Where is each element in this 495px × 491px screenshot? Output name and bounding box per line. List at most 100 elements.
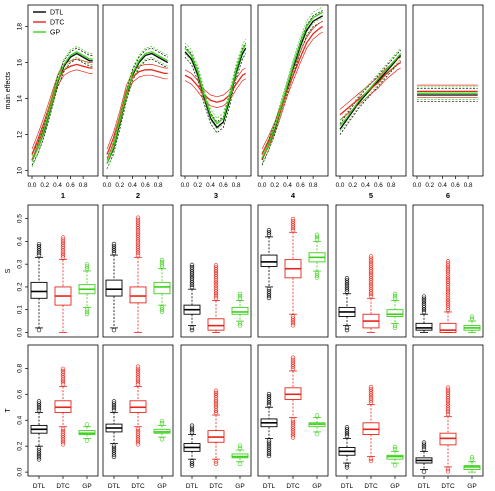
outlier-s-dtl-p5 xyxy=(344,287,350,292)
outlier-t-dtc-p5 xyxy=(368,393,374,399)
outlier-s-dtc-p1 xyxy=(60,255,66,260)
outlier-t-dtl-p3 xyxy=(189,459,195,464)
outlier-t-dtc-p4 xyxy=(290,428,296,434)
outlier-s-dtl-p3 xyxy=(189,265,195,270)
x-tick-label: 0.0 xyxy=(181,182,190,189)
outlier-s-dtc-p1 xyxy=(60,248,66,254)
outlier-s-gp-p5 xyxy=(392,323,398,328)
outlier-s-dtc-p4 xyxy=(290,314,296,319)
outlier-s-dtc-p2 xyxy=(135,230,141,236)
outlier-s-dtc-p5 xyxy=(368,274,374,279)
outlier-t-dtc-p2 xyxy=(135,382,141,387)
outlier-s-dtc-p2 xyxy=(135,222,141,227)
outlier-t-dtc-p3 xyxy=(213,393,219,398)
x-tick-label: 0.2 xyxy=(193,182,202,189)
outlier-s-dtc-p3 xyxy=(213,269,219,275)
outlier-s-dtl-p5 xyxy=(344,284,350,290)
y-tick-label: 0.2 xyxy=(17,282,24,291)
outlier-s-dtc-p6 xyxy=(445,283,451,288)
y-axis-label: S xyxy=(5,268,12,273)
x-tick-label: 0.2 xyxy=(348,182,357,189)
x-category-label: DTC xyxy=(56,483,70,490)
outlier-t-dtc-p3 xyxy=(213,390,219,396)
panel-frame-r1-p5 xyxy=(335,4,407,177)
outlier-t-dtl-p2 xyxy=(111,443,117,448)
outlier-s-dtl-p5 xyxy=(344,289,350,294)
outlier-t-dtl-p4 xyxy=(266,398,272,403)
outlier-s-dtl-p2 xyxy=(111,246,117,251)
panel-label-6: 6 xyxy=(446,191,450,200)
outlier-t-dtl-p1 xyxy=(36,448,42,453)
outlier-s-dtc-p2 xyxy=(135,215,141,220)
outlier-t-dtc-p1 xyxy=(60,435,66,440)
outlier-s-gp-p2 xyxy=(159,307,165,312)
outlier-s-gp-p5 xyxy=(392,296,398,301)
panel-frame-r2-p2 xyxy=(102,204,174,338)
outlier-s-dtc-p1 xyxy=(60,250,66,256)
panel-frame-r2-p6 xyxy=(412,204,484,338)
outlier-t-dtc-p4 xyxy=(290,426,296,431)
outlier-t-dtc-p5 xyxy=(368,395,374,401)
outlier-s-dtc-p6 xyxy=(445,263,451,268)
outlier-t-dtc-p6 xyxy=(445,409,451,415)
x-tick-label: 0.6 xyxy=(296,182,305,189)
outlier-t-dtl-p1 xyxy=(36,454,42,460)
outlier-t-dtc-p4 xyxy=(290,366,296,371)
outlier-t-dtc-p2 xyxy=(135,442,141,447)
legend-label-gp: GP xyxy=(50,30,60,37)
outlier-t-dtl-p4 xyxy=(266,438,272,443)
outlier-s-dtl-p3 xyxy=(189,325,195,331)
outlier-t-dtl-p2 xyxy=(111,450,117,455)
outlier-s-dtl-p4 xyxy=(266,293,272,298)
outlier-s-dtc-p3 xyxy=(213,276,219,281)
panel-frame-r2-p5 xyxy=(335,204,407,338)
outlier-t-dtc-p5 xyxy=(368,389,374,394)
outlier-s-dtl-p3 xyxy=(189,267,195,272)
outlier-t-dtl-p3 xyxy=(189,463,195,468)
x-tick-label: 0.8 xyxy=(387,182,396,189)
box-s-gp-p5 xyxy=(386,309,404,317)
outlier-s-dtc-p4 xyxy=(290,225,296,231)
x-tick-label: 0.2 xyxy=(270,182,279,189)
outlier-t-dtc-p2 xyxy=(135,368,141,374)
series-line-gp-p3 xyxy=(184,44,247,125)
outlier-s-dtc-p4 xyxy=(290,221,296,226)
outlier-t-dtl-p4 xyxy=(266,447,272,452)
outlier-t-dtl-p1 xyxy=(36,403,42,409)
outlier-s-dtl-p3 xyxy=(189,278,195,283)
y-tick-label: 0.4 xyxy=(17,237,24,246)
outlier-s-dtl-p6 xyxy=(421,303,427,308)
outlier-s-gp-p3 xyxy=(237,291,243,297)
outlier-t-dtl-p4 xyxy=(266,402,272,408)
series-line-gp-p1 xyxy=(31,51,93,162)
box-s-dtl-p6 xyxy=(415,322,433,331)
panel-frame-r1-p6 xyxy=(412,4,484,177)
series-band-lower-dtl-p4 xyxy=(261,20,323,166)
outlier-s-dtc-p2 xyxy=(135,224,141,229)
outlier-t-dtl-p2 xyxy=(111,452,117,457)
outlier-t-dtc-p3 xyxy=(213,408,219,413)
outlier-t-gp-p2 xyxy=(159,418,165,424)
outlier-t-dtl-p5 xyxy=(344,465,350,470)
outlier-s-dtc-p6 xyxy=(445,270,451,275)
outlier-t-dtc-p3 xyxy=(213,404,219,409)
outlier-t-dtc-p6 xyxy=(445,389,451,395)
outlier-t-dtc-p1 xyxy=(60,373,66,378)
x-tick-label: 0.0 xyxy=(28,182,37,189)
outlier-t-dtl-p4 xyxy=(266,400,272,406)
outlier-s-dtc-p5 xyxy=(368,269,374,275)
outlier-s-dtl-p2 xyxy=(111,244,117,249)
outlier-s-dtc-p4 xyxy=(290,216,296,222)
outlier-t-dtc-p1 xyxy=(60,368,66,374)
outlier-s-dtc-p4 xyxy=(290,323,296,328)
outlier-t-gp-p5 xyxy=(392,446,398,452)
outlier-s-gp-p1 xyxy=(84,309,90,315)
series-line-dtc-p3 xyxy=(184,72,247,103)
outlier-t-dtc-p3 xyxy=(213,459,219,464)
legend-label-dtc: DTC xyxy=(50,20,64,27)
outlier-s-gp-p2 xyxy=(159,309,165,314)
outlier-t-dtc-p4 xyxy=(290,422,296,427)
outlier-t-dtc-p1 xyxy=(60,426,66,432)
outlier-s-dtc-p5 xyxy=(368,289,374,294)
series-line-dtl-p3 xyxy=(184,47,247,129)
